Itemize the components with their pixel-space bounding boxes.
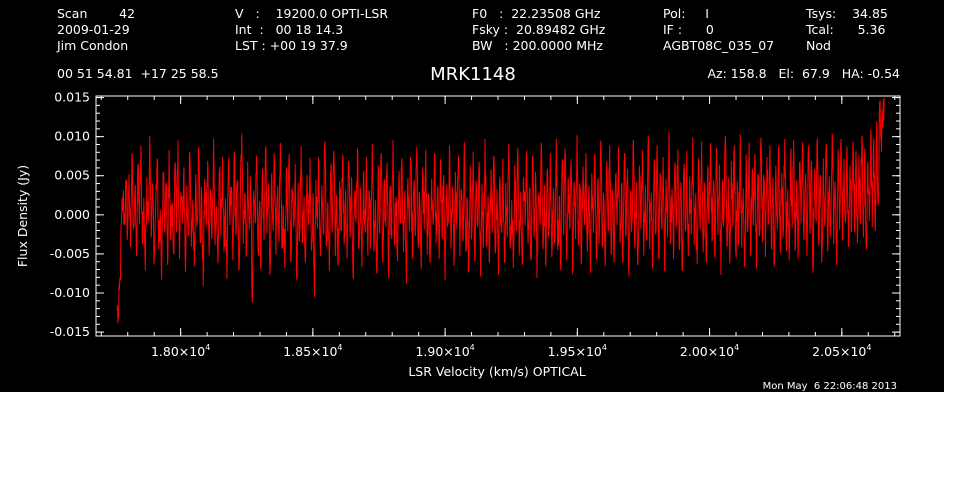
source-name: MRK1148 <box>430 64 516 85</box>
header-polarization: Pol: I <box>663 6 709 21</box>
plot-timestamp: Mon May 6 22:06:48 2013 <box>763 381 897 392</box>
y-tick-label: 0.000 <box>54 207 90 222</box>
x-tick-label: 1.80×104 <box>151 343 210 359</box>
header-procedure: Nod <box>806 38 831 53</box>
header-tcal: Tcal: 5.36 <box>805 22 885 37</box>
x-tick-label: 1.95×104 <box>548 343 607 359</box>
y-tick-label: -0.010 <box>50 285 90 300</box>
x-axis-ticks: 1.80×104 1.85×104 1.90×104 1.95×104 2.00×104… <box>100 96 896 359</box>
y-tick-label: -0.015 <box>50 324 90 339</box>
y-axis-ticks: 0.015 0.010 0.005 0.000 -0.005 -0.010 -0.015 <box>50 90 900 339</box>
y-tick-label: 0.010 <box>54 129 90 144</box>
x-tick-label: 2.05×104 <box>812 343 871 359</box>
x-tick-label: 1.90×104 <box>415 343 474 359</box>
y-tick-label: -0.005 <box>50 246 90 261</box>
header-bandwidth: BW : 200.0000 MHz <box>472 38 603 53</box>
header-observer: Jim Condon <box>56 38 128 53</box>
header-tsys: Tsys: 34.85 <box>805 6 888 21</box>
header-rest-frequency: F0 : 22.23508 GHz <box>472 6 601 21</box>
spectrum-plot: Scan 42 2009-01-29 Jim Condon V : 19200.… <box>0 0 944 392</box>
flux-density-series <box>116 98 885 324</box>
header-sky-frequency: Fsky : 20.89482 GHz <box>472 22 606 37</box>
y-tick-label: 0.015 <box>54 90 90 105</box>
header-date: 2009-01-29 <box>57 22 130 37</box>
header-project: AGBT08C_035_07 <box>663 38 774 53</box>
header-coordinates: 00 51 54.81 +17 25 58.5 <box>57 66 219 81</box>
header-pointing: Az: 158.8 El: 67.9 HA: -0.54 <box>707 66 900 81</box>
x-tick-label: 2.00×104 <box>680 343 739 359</box>
header-if: IF : 0 <box>663 22 714 37</box>
x-tick-label: 1.85×104 <box>283 343 342 359</box>
y-tick-label: 0.005 <box>54 168 90 183</box>
header-lst: LST : +00 19 37.9 <box>235 38 348 53</box>
observation-header: Scan 42 2009-01-29 Jim Condon V : 19200.… <box>56 6 900 85</box>
header-integration: Int : 00 18 14.3 <box>235 22 343 37</box>
x-axis-label: LSR Velocity (km/s) OPTICAL <box>408 364 585 379</box>
header-velocity: V : 19200.0 OPTI-LSR <box>235 6 388 21</box>
y-axis-label: Flux Density (Jy) <box>15 165 30 267</box>
spectrum-chart: Scan 42 2009-01-29 Jim Condon V : 19200.… <box>15 6 901 392</box>
header-scan: Scan 42 <box>57 6 135 21</box>
